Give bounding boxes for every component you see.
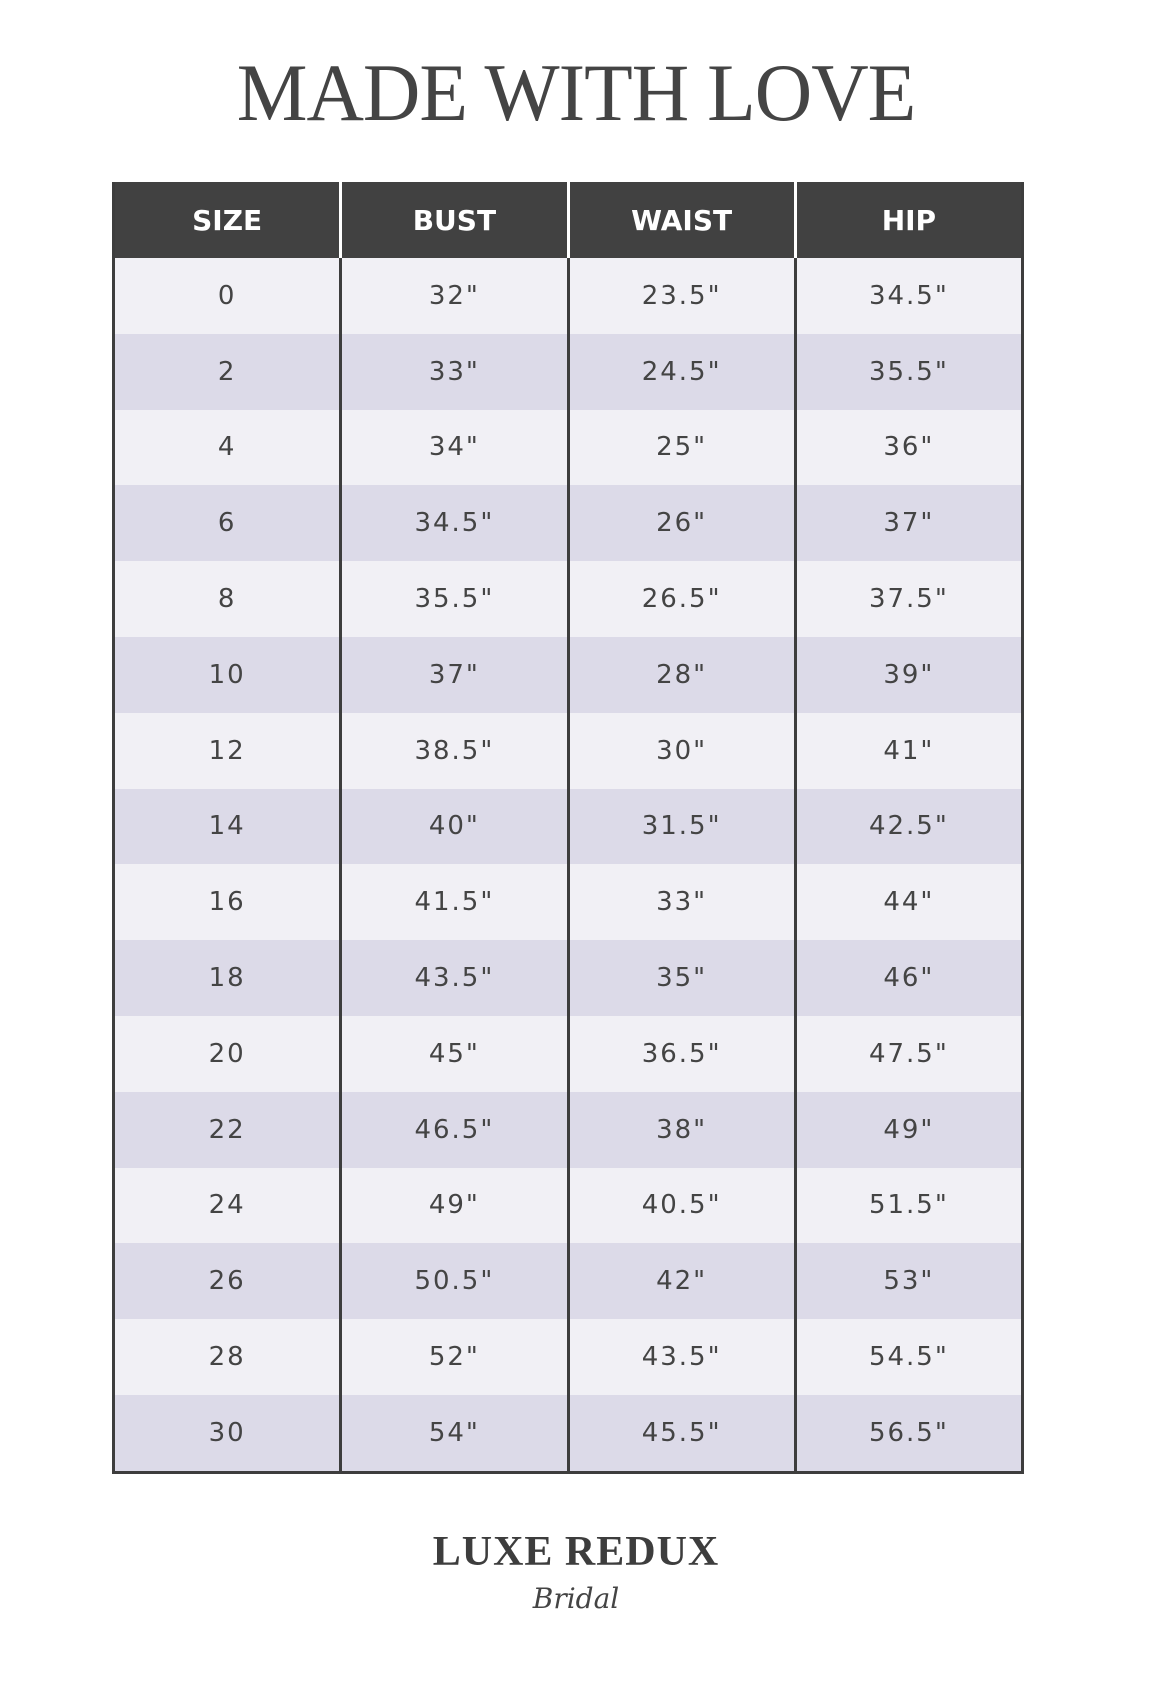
cell-size: 6 — [115, 485, 343, 562]
cell-size: 20 — [115, 1015, 343, 1092]
cell-bust: 38.5" — [342, 712, 570, 789]
cell-bust: 54" — [342, 1394, 570, 1471]
cell-bust: 34.5" — [342, 485, 570, 562]
cell-hip: 37" — [883, 508, 935, 539]
cell-bust: 35.5" — [342, 561, 570, 637]
cell-hip: 37.5" — [868, 584, 949, 615]
cell-hip: 34.5" — [868, 280, 949, 311]
cell-waist: 33" — [570, 864, 797, 941]
cell-hip: 51.5" — [868, 1190, 949, 1221]
cell-hip: 44" — [883, 887, 935, 918]
table-row: 6 34.5" 26" 37" — [115, 485, 1021, 562]
cell-size: 4 — [115, 409, 343, 486]
cell-waist: 25" — [570, 409, 797, 486]
cell-waist: 23.5" — [570, 258, 797, 334]
cell-size: 28 — [115, 1319, 343, 1395]
cell-size: 12 — [115, 712, 343, 789]
cell-waist: 28" — [570, 636, 797, 713]
table-row: 4 34" 25" 36" — [115, 409, 1021, 486]
brand-logo: LUXE REDUX Bridal — [0, 1528, 1152, 1616]
size-chart-table: SIZE BUST WAIST HIP 0 32" 23.5" 34.5" 2 33" 24… — [112, 182, 1024, 1474]
cell-waist: 40.5" — [570, 1167, 797, 1244]
cell-bust: 37" — [342, 636, 570, 713]
logo-script-text: Bridal — [532, 1582, 620, 1615]
table-row: 10 37" 28" 39" — [115, 636, 1021, 713]
cell-waist: 31.5" — [570, 788, 797, 865]
cell-hip: 47.5" — [868, 1038, 949, 1069]
cell-hip: 54.5" — [868, 1342, 949, 1373]
table-body: 0 32" 23.5" 34.5" 2 33" 24.5" 35.5" 4 34" 25" 36" 6 3… — [115, 258, 1021, 1471]
cell-hip: 41" — [883, 735, 935, 766]
table-row: 20 45" 36.5" 47.5" — [115, 1015, 1021, 1092]
cell-bust: 40" — [342, 788, 570, 865]
cell-size: 0 — [115, 258, 343, 334]
cell-hip: 46" — [883, 963, 935, 994]
cell-waist: 42" — [570, 1243, 797, 1320]
table-row: 0 32" 23.5" 34.5" — [115, 258, 1021, 334]
header-hip: HIP — [881, 203, 937, 237]
cell-hip: 39" — [883, 659, 935, 690]
table-row: 26 50.5" 42" 53" — [115, 1243, 1021, 1320]
cell-bust: 32" — [342, 258, 570, 334]
cell-waist: 26" — [570, 485, 797, 562]
table-row: 22 46.5" 38" 49" — [115, 1091, 1021, 1168]
table-header-row: SIZE BUST WAIST HIP — [115, 182, 1021, 258]
cell-hip: 42.5" — [868, 811, 949, 842]
cell-size: 16 — [115, 864, 343, 941]
table-row: 24 49" 40.5" 51.5" — [115, 1167, 1021, 1244]
table-row: 28 52" 43.5" 54.5" — [115, 1319, 1021, 1395]
cell-bust: 34" — [342, 409, 570, 486]
cell-hip: 56.5" — [868, 1417, 949, 1448]
cell-bust: 45" — [342, 1015, 570, 1092]
cell-hip: 36" — [883, 432, 935, 463]
cell-bust: 46.5" — [342, 1091, 570, 1168]
cell-size: 18 — [115, 940, 343, 1016]
cell-size: 26 — [115, 1243, 343, 1320]
table-row: 30 54" 45.5" 56.5" — [115, 1394, 1021, 1471]
header-size: SIZE — [115, 182, 343, 258]
table-row: 8 35.5" 26.5" 37.5" — [115, 561, 1021, 637]
cell-bust: 52" — [342, 1319, 570, 1395]
logo-main-text: LUXE REDUX — [432, 1529, 720, 1575]
cell-size: 24 — [115, 1167, 343, 1244]
cell-waist: 43.5" — [570, 1319, 797, 1395]
header-waist: WAIST — [570, 182, 797, 258]
cell-size: 22 — [115, 1091, 343, 1168]
table-row: 18 43.5" 35" 46" — [115, 940, 1021, 1016]
cell-waist: 26.5" — [570, 561, 797, 637]
cell-hip: 49" — [883, 1114, 935, 1145]
cell-waist: 35" — [570, 940, 797, 1016]
cell-size: 2 — [115, 333, 343, 410]
header-bust: BUST — [342, 182, 570, 258]
table-row: 2 33" 24.5" 35.5" — [115, 333, 1021, 410]
cell-bust: 41.5" — [342, 864, 570, 941]
cell-bust: 43.5" — [342, 940, 570, 1016]
cell-bust: 33" — [342, 333, 570, 410]
table-row: 14 40" 31.5" 42.5" — [115, 788, 1021, 865]
cell-waist: 24.5" — [570, 333, 797, 410]
cell-size: 10 — [115, 636, 343, 713]
cell-hip: 35.5" — [868, 356, 949, 387]
cell-size: 8 — [115, 561, 343, 637]
cell-bust: 50.5" — [342, 1243, 570, 1320]
cell-waist: 36.5" — [570, 1015, 797, 1092]
cell-hip: 53" — [883, 1266, 935, 1297]
page-title: MADE WITH LOVE — [236, 47, 917, 138]
table-row: 16 41.5" 33" 44" — [115, 864, 1021, 941]
table-row: 12 38.5" 30" 41" — [115, 712, 1021, 789]
cell-size: 14 — [115, 788, 343, 865]
cell-waist: 45.5" — [570, 1394, 797, 1471]
cell-waist: 38" — [570, 1091, 797, 1168]
cell-bust: 49" — [342, 1167, 570, 1244]
cell-size: 30 — [115, 1394, 343, 1471]
cell-waist: 30" — [570, 712, 797, 789]
